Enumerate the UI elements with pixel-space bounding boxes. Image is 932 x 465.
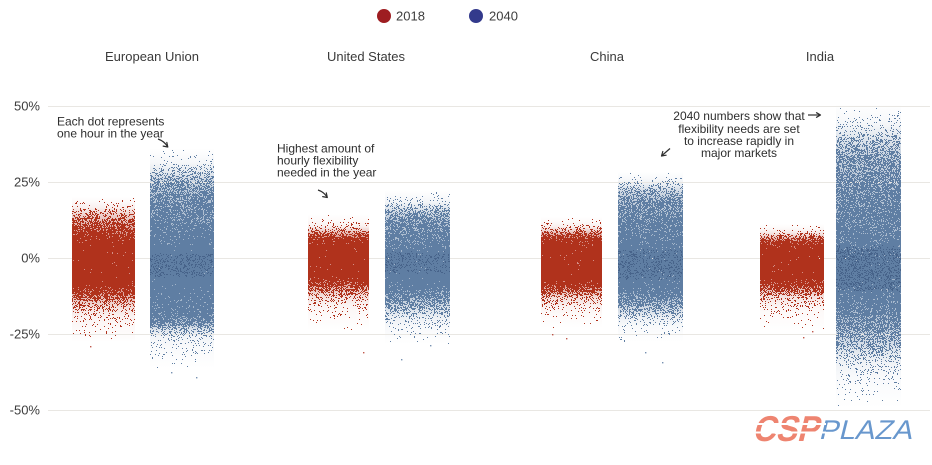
svg-text:one hour in the year: one hour in the year [57,127,164,141]
svg-text:to increase rapidly in: to increase rapidly in [684,134,794,148]
svg-text:-50%: -50% [10,403,41,418]
svg-text:2018: 2018 [396,9,425,24]
svg-text:Each dot represents: Each dot represents [57,115,164,129]
svg-text:Highest amount of: Highest amount of [277,142,375,156]
svg-text:0%: 0% [21,251,40,266]
svg-text:-25%: -25% [10,327,41,342]
svg-text:hourly flexibility: hourly flexibility [277,154,358,168]
svg-text:CSP: CSP [750,409,826,449]
svg-text:China: China [590,49,625,64]
svg-text:PLAZA: PLAZA [817,414,918,445]
svg-text:2040: 2040 [489,9,518,24]
svg-text:needed in the year: needed in the year [277,166,376,180]
svg-text:50%: 50% [14,99,40,114]
svg-text:2040 numbers show that: 2040 numbers show that [673,109,805,123]
svg-text:European Union: European Union [105,49,199,64]
svg-text:25%: 25% [14,175,40,190]
svg-text:India: India [806,49,835,64]
svg-text:United States: United States [327,49,406,64]
svg-text:major markets: major markets [701,146,777,160]
svg-text:flexibility needs are set: flexibility needs are set [678,122,800,136]
